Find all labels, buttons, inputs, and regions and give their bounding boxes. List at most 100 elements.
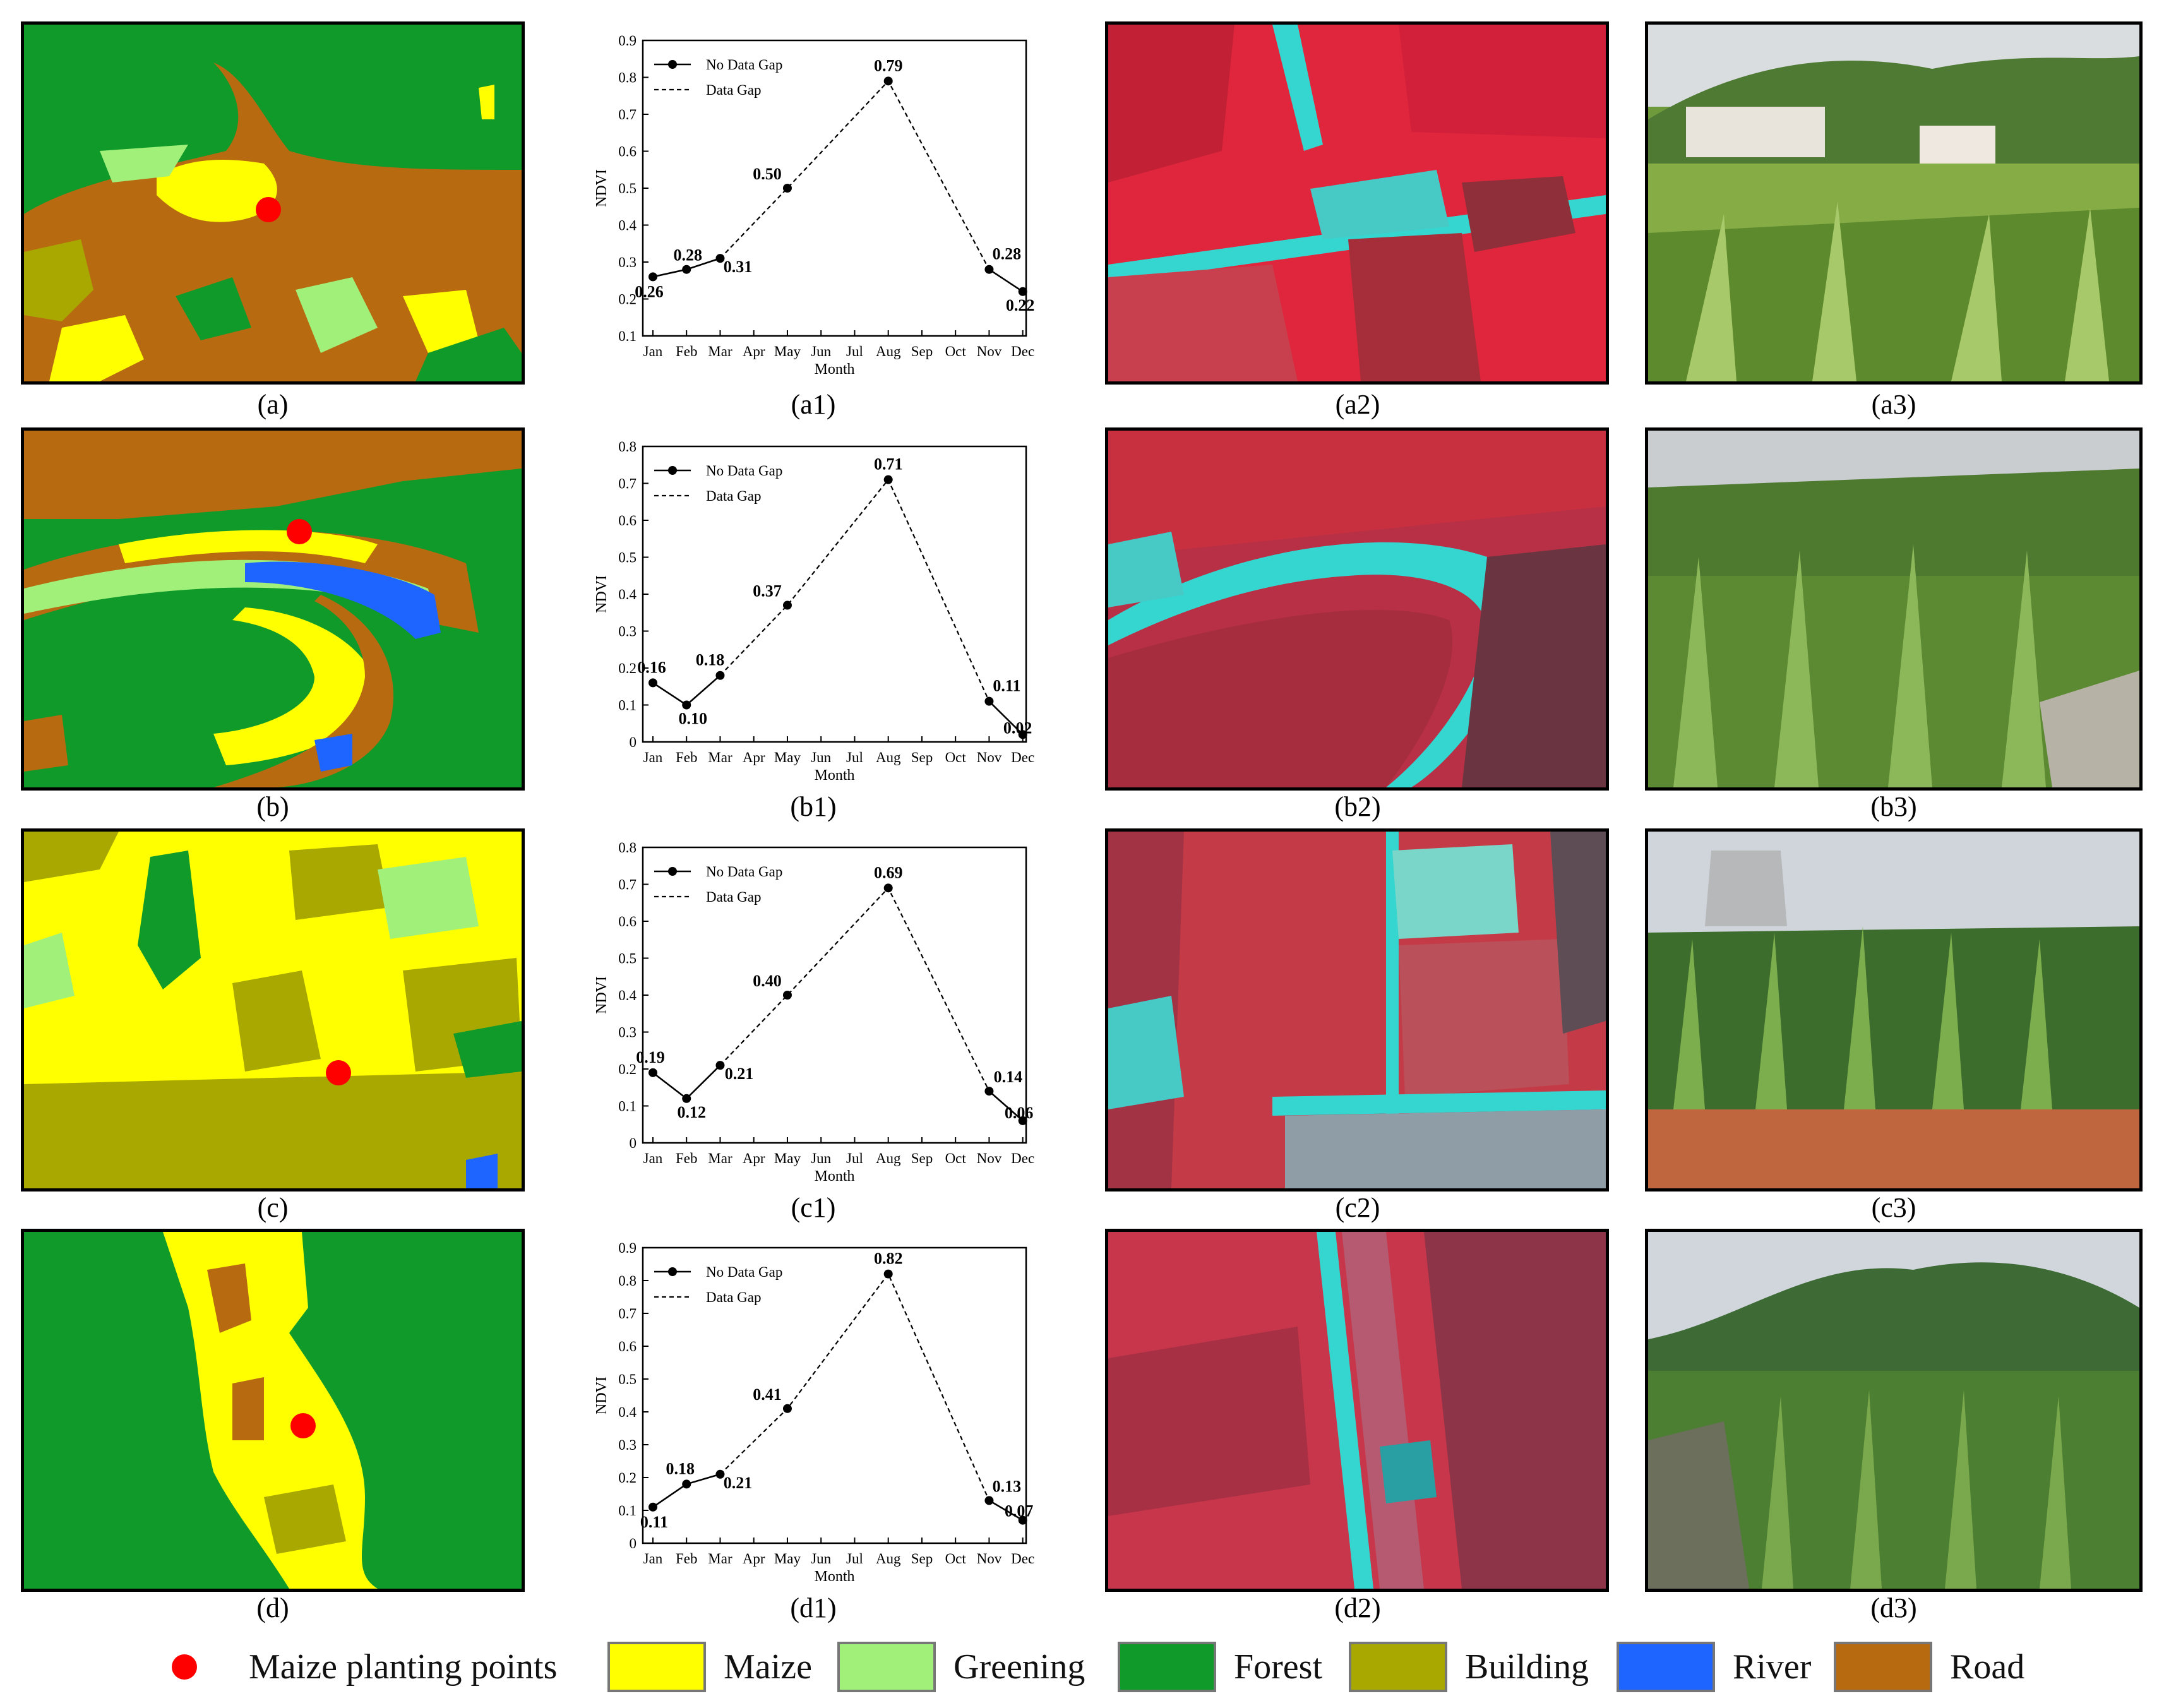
y-axis-label: NDVI [594,1377,610,1414]
chart-caption: (a1) [791,389,836,420]
x-tick-label: Jul [846,749,863,765]
data-point [984,1496,994,1505]
x-tick-label: Feb [676,1551,698,1567]
x-tick-label: Jan [643,1551,663,1567]
legend-label-data-gap: Data Gap [706,82,762,98]
y-tick-label: 0.7 [618,107,637,122]
y-tick-label: 0.3 [618,1437,637,1453]
x-tick-label: Sep [911,1150,933,1166]
x-axis-label: Month [814,1568,854,1585]
data-label: 0.69 [874,863,903,881]
x-tick-label: Dec [1011,343,1034,359]
legend-item-building: Building [1349,1635,1589,1699]
no-data-gap-line [652,1065,721,1100]
data-point [648,1502,657,1512]
x-tick-label: Sep [911,343,933,359]
x-tick-label: Jan [643,749,663,765]
y-tick-label: 0.3 [618,254,637,270]
data-point [883,1269,893,1279]
x-tick-label: Mar [708,343,732,359]
data-point [682,1479,691,1489]
data-label: 0.18 [696,651,725,669]
x-tick-label: Sep [911,749,933,765]
data-point [682,1094,691,1103]
no-data-gap-line [988,1500,1024,1521]
field-photo [1645,427,2143,791]
data-point [648,678,657,688]
field-photo [1645,828,2143,1191]
false-color-satellite-image [1105,21,1609,385]
data-point [715,254,725,263]
chart-caption: (b1) [790,791,837,822]
land-cover-map [21,21,525,385]
y-tick-label: 0.6 [618,914,637,929]
river-swatch [1617,1642,1715,1692]
y-tick-label: 0.6 [618,1339,637,1354]
data-label: 0.11 [993,677,1020,695]
x-tick-label: May [774,1150,801,1166]
x-tick-label: Jul [846,1551,863,1567]
x-tick-label: Jun [811,343,831,359]
x-tick-label: Nov [977,343,1002,359]
y-tick-label: 0.2 [618,292,637,308]
photo-caption: (d3) [1870,1592,1917,1623]
x-tick-label: Aug [876,1150,901,1166]
data-label: 0.02 [1003,719,1032,737]
data-label: 0.06 [1005,1104,1034,1122]
x-tick-label: Jun [811,1150,831,1166]
false-color-satellite-image [1105,427,1609,791]
x-tick-label: Oct [945,1551,967,1567]
data-label: 0.28 [993,245,1022,263]
ndvi-line-chart: 0 0.1 0.2 0.3 0.4 0.5 0.6 0.7 0.8 Jan Feb Mar Apr May… [594,840,1034,1185]
data-label: 0.14 [994,1068,1023,1086]
data-label: 0.31 [724,258,753,276]
plot-frame [642,39,1027,337]
x-tick-label: Apr [743,343,765,359]
chart-caption: (d1) [790,1592,837,1623]
legend-label: Building [1465,1647,1589,1687]
x-tick-label: Jul [846,1150,863,1166]
field-photo-drawing [1648,431,2139,787]
legend-marker [668,60,677,69]
greening-swatch [837,1642,936,1692]
legend-label: Maize planting points [249,1647,558,1687]
legend-label: Forest [1234,1647,1322,1687]
x-tick-label: Aug [876,749,901,765]
legend-item-forest: Forest [1118,1635,1322,1699]
no-data-gap-line [988,1090,1024,1121]
legend-label-data-gap: Data Gap [706,488,762,504]
y-tick-label: 0.6 [618,144,637,160]
x-tick-label: May [774,343,801,359]
data-label: 0.41 [753,1385,782,1404]
data-point [715,1061,725,1070]
legend-marker [668,867,677,876]
data-point [1018,287,1027,296]
maize-swatch [607,1642,706,1692]
false-color-drawing [1108,1232,1606,1589]
false-color-satellite-image [1105,1229,1609,1592]
x-tick-label: Nov [977,749,1002,765]
y-tick-label: 0.5 [618,550,637,566]
land-cover-map [21,828,525,1191]
y-tick-label: 0 [630,1135,637,1151]
y-tick-label: 0.4 [618,218,637,234]
y-tick-label: 0.1 [618,1503,637,1519]
legend-item-greening: Greening [837,1635,1085,1699]
x-tick-label: Mar [708,1551,732,1567]
x-tick-label: Oct [945,343,967,359]
y-tick-label: 0.9 [618,33,637,49]
false-color-caption: (b2) [1334,791,1381,822]
x-tick-label: May [774,749,801,765]
ndvi-line-chart: 0.1 0.2 0.3 0.4 0.5 0.6 0.7 0.8 0.9 Jan Feb Mar Apr M… [594,33,1034,378]
x-tick-label: Feb [676,343,698,359]
legend-item-river: River [1617,1635,1811,1699]
data-label: 0.12 [677,1103,706,1121]
data-point [715,1469,725,1479]
data-point [984,265,994,274]
y-tick-label: 0 [630,1536,637,1551]
land-cover-map-drawing [24,832,522,1188]
y-axis-label: NDVI [594,976,610,1014]
red-dot-icon [172,1654,197,1680]
data-point [648,1068,657,1077]
